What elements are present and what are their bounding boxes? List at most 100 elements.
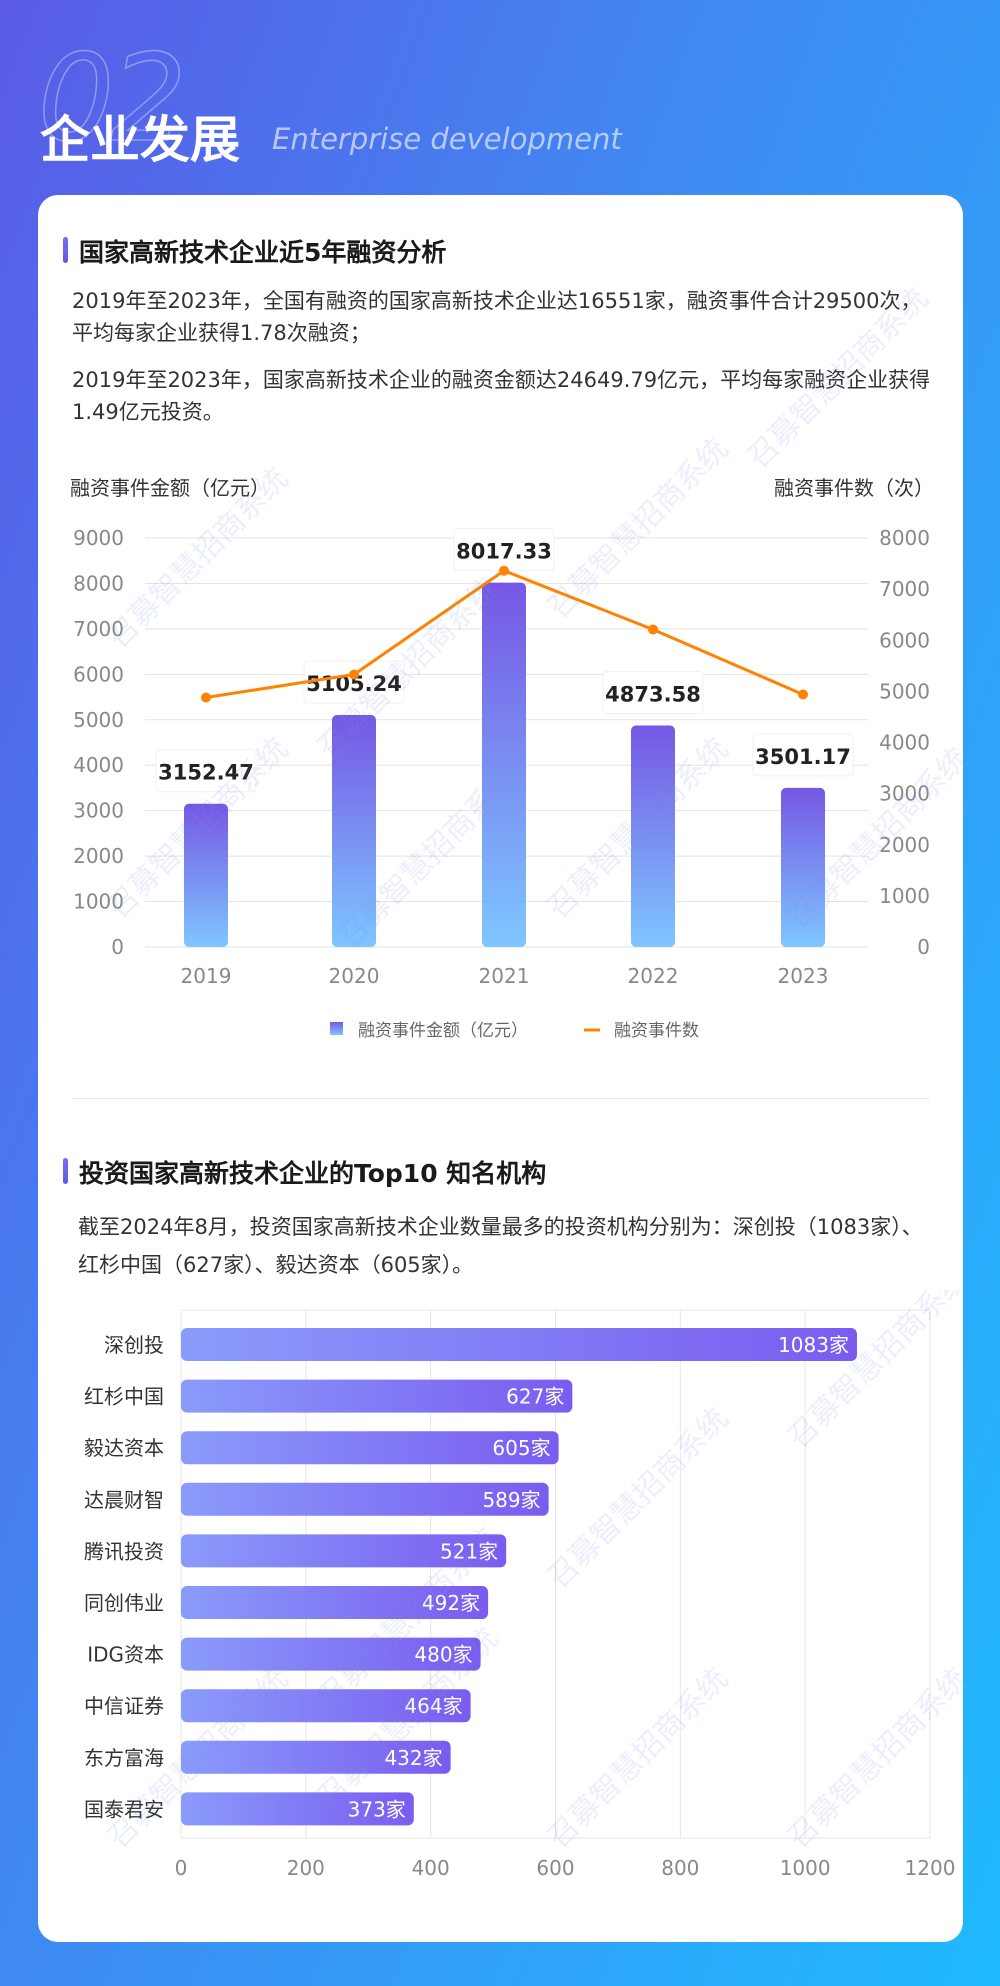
bar-同创伟业 xyxy=(181,1586,489,1619)
category-label: 深创投 xyxy=(104,1333,164,1357)
left-tick-label: 6000 xyxy=(73,662,124,686)
bar-红杉中国 xyxy=(181,1379,573,1413)
bar-data-label: 373家 xyxy=(348,1797,406,1821)
right-tick-label: 6000 xyxy=(879,628,930,652)
bar-data-label: 1083家 xyxy=(778,1333,849,1357)
bar-达晨财智 xyxy=(181,1482,549,1516)
line-point-2022 xyxy=(648,624,658,635)
bar-毅达资本 xyxy=(181,1431,559,1465)
bar-data-label: 589家 xyxy=(482,1488,540,1512)
category-label: 东方富海 xyxy=(84,1746,164,1770)
bar-IDG资本 xyxy=(181,1637,481,1671)
section1-para2: 2019年至2023年，国家高新技术企业的融资金额达24649.79亿元，平均每… xyxy=(72,368,931,424)
x-tick-label: 1000 xyxy=(780,1856,831,1880)
section2-para: 截至2024年8月，投资国家高新技术企业数量最多的投资机构分别为：深创投（108… xyxy=(78,1215,923,1277)
bar-data-label: 480家 xyxy=(414,1643,472,1667)
line-point-2023 xyxy=(798,689,808,700)
category-label: 红杉中国 xyxy=(84,1385,164,1409)
bar-data-label: 627家 xyxy=(506,1385,564,1409)
x-tick-label: 200 xyxy=(287,1856,325,1880)
x-tick-label: 1200 xyxy=(905,1856,956,1880)
category-label: 腾讯投资 xyxy=(84,1539,164,1563)
data-label-box xyxy=(602,671,704,715)
bar-2021 xyxy=(482,582,526,947)
section1-title: 国家高新技术企业近5年融资分析 xyxy=(63,233,446,269)
x-tick-label: 400 xyxy=(412,1856,450,1880)
right-tick-label: 5000 xyxy=(879,679,930,703)
x-tick-label: 2019 xyxy=(181,964,232,988)
x-tick-label: 600 xyxy=(536,1856,574,1880)
bar-data-label: 492家 xyxy=(422,1591,480,1615)
bar-data-label: 8017.33 xyxy=(456,540,552,564)
legend-line-label: 融资事件数 xyxy=(614,1021,699,1041)
bar-国泰君安 xyxy=(181,1792,414,1826)
right-tick-label: 7000 xyxy=(879,577,930,601)
watermark-text: 召募智慧招商系统 xyxy=(541,1661,735,1855)
bar-data-label: 3152.47 xyxy=(158,761,254,785)
x-tick-label: 2020 xyxy=(329,964,380,988)
section2-title: 投资国家高新技术企业的Top10 知名机构 xyxy=(63,1154,546,1190)
right-tick-label: 8000 xyxy=(879,526,930,550)
bar-2022 xyxy=(631,725,675,947)
hbar-chart: 0 200 400 600 800 1000 1200 1083家 深创投 627家 红杉中国 605… xyxy=(84,1290,975,1880)
data-label-box xyxy=(752,733,854,777)
bar-腾讯投资 xyxy=(181,1534,507,1568)
bar-data-label: 521家 xyxy=(440,1539,498,1563)
right-tick-label: 0 xyxy=(917,935,930,959)
data-label-box xyxy=(155,749,257,793)
watermark-text: 召募智慧招商系统 xyxy=(541,1401,735,1595)
bar-data-label: 3501.17 xyxy=(755,745,851,769)
right-tick-label: 4000 xyxy=(879,731,930,755)
bar-data-label: 464家 xyxy=(404,1694,462,1718)
category-label: 中信证券 xyxy=(84,1694,164,1718)
page-title: 企业发展 xyxy=(40,111,240,169)
bar-2019 xyxy=(184,803,228,947)
bar-data-label: 4873.58 xyxy=(605,683,701,707)
left-tick-label: 4000 xyxy=(73,753,124,777)
left-tick-label: 9000 xyxy=(73,526,124,550)
bar-data-label: 605家 xyxy=(492,1436,550,1460)
section-number: 02 xyxy=(37,29,187,170)
left-tick-label: 7000 xyxy=(73,617,124,641)
section1-para1: 2019年至2023年，全国有融资的国家高新技术企业达16551家，融资事件合计… xyxy=(72,289,922,345)
line-point-2021 xyxy=(499,565,509,576)
watermark-text: 召募智慧招商系统 xyxy=(781,1661,975,1855)
bar-2023 xyxy=(781,787,825,947)
left-axis-label: 融资事件金额（亿元） xyxy=(70,476,270,500)
watermark-text: 召募智慧招商系统 xyxy=(781,1290,975,1456)
combo-chart: 0 1000 2000 3000 4000 5000 6000 7000 8000 9000 0 10… xyxy=(73,281,975,1041)
bar-深创投 xyxy=(181,1328,857,1361)
left-tick-label: 2000 xyxy=(73,844,124,868)
left-tick-label: 1000 xyxy=(73,890,124,914)
line-point-2020 xyxy=(349,669,359,680)
left-tick-label: 3000 xyxy=(73,799,124,823)
left-tick-label: 5000 xyxy=(73,708,124,732)
category-label: 达晨财智 xyxy=(84,1488,164,1512)
bar-2020 xyxy=(332,714,376,947)
legend-bar-label: 融资事件金额（亿元） xyxy=(358,1021,528,1041)
page-subtitle: Enterprise development xyxy=(272,122,622,156)
line-point-2019 xyxy=(201,692,211,703)
watermark-text: 召募智慧招商系统 xyxy=(541,431,735,625)
right-tick-label: 1000 xyxy=(879,884,930,908)
x-tick-label: 2022 xyxy=(628,964,679,988)
x-tick-label: 800 xyxy=(661,1856,699,1880)
right-tick-label: 2000 xyxy=(879,833,930,857)
watermark-text: 召募智慧招商系统 xyxy=(101,461,295,655)
x-tick-label: 2023 xyxy=(778,964,829,988)
right-tick-label: 3000 xyxy=(879,782,930,806)
bar-中信证券 xyxy=(181,1689,471,1723)
left-tick-label: 0 xyxy=(111,935,124,959)
divider xyxy=(72,1098,930,1099)
x-tick-label: 0 xyxy=(175,1856,188,1880)
watermark-text: 召募智慧招商系统 xyxy=(741,281,935,475)
category-label: 毅达资本 xyxy=(84,1436,164,1460)
bar-data-label: 432家 xyxy=(384,1746,442,1770)
legend-bar-swatch xyxy=(330,1022,343,1035)
x-tick-label: 2021 xyxy=(479,964,530,988)
category-label: 国泰君安 xyxy=(84,1797,164,1821)
category-label: IDG资本 xyxy=(87,1643,164,1667)
category-label: 同创伟业 xyxy=(84,1591,164,1615)
bar-东方富海 xyxy=(181,1740,451,1774)
right-axis-label: 融资事件数（次） xyxy=(774,476,934,500)
